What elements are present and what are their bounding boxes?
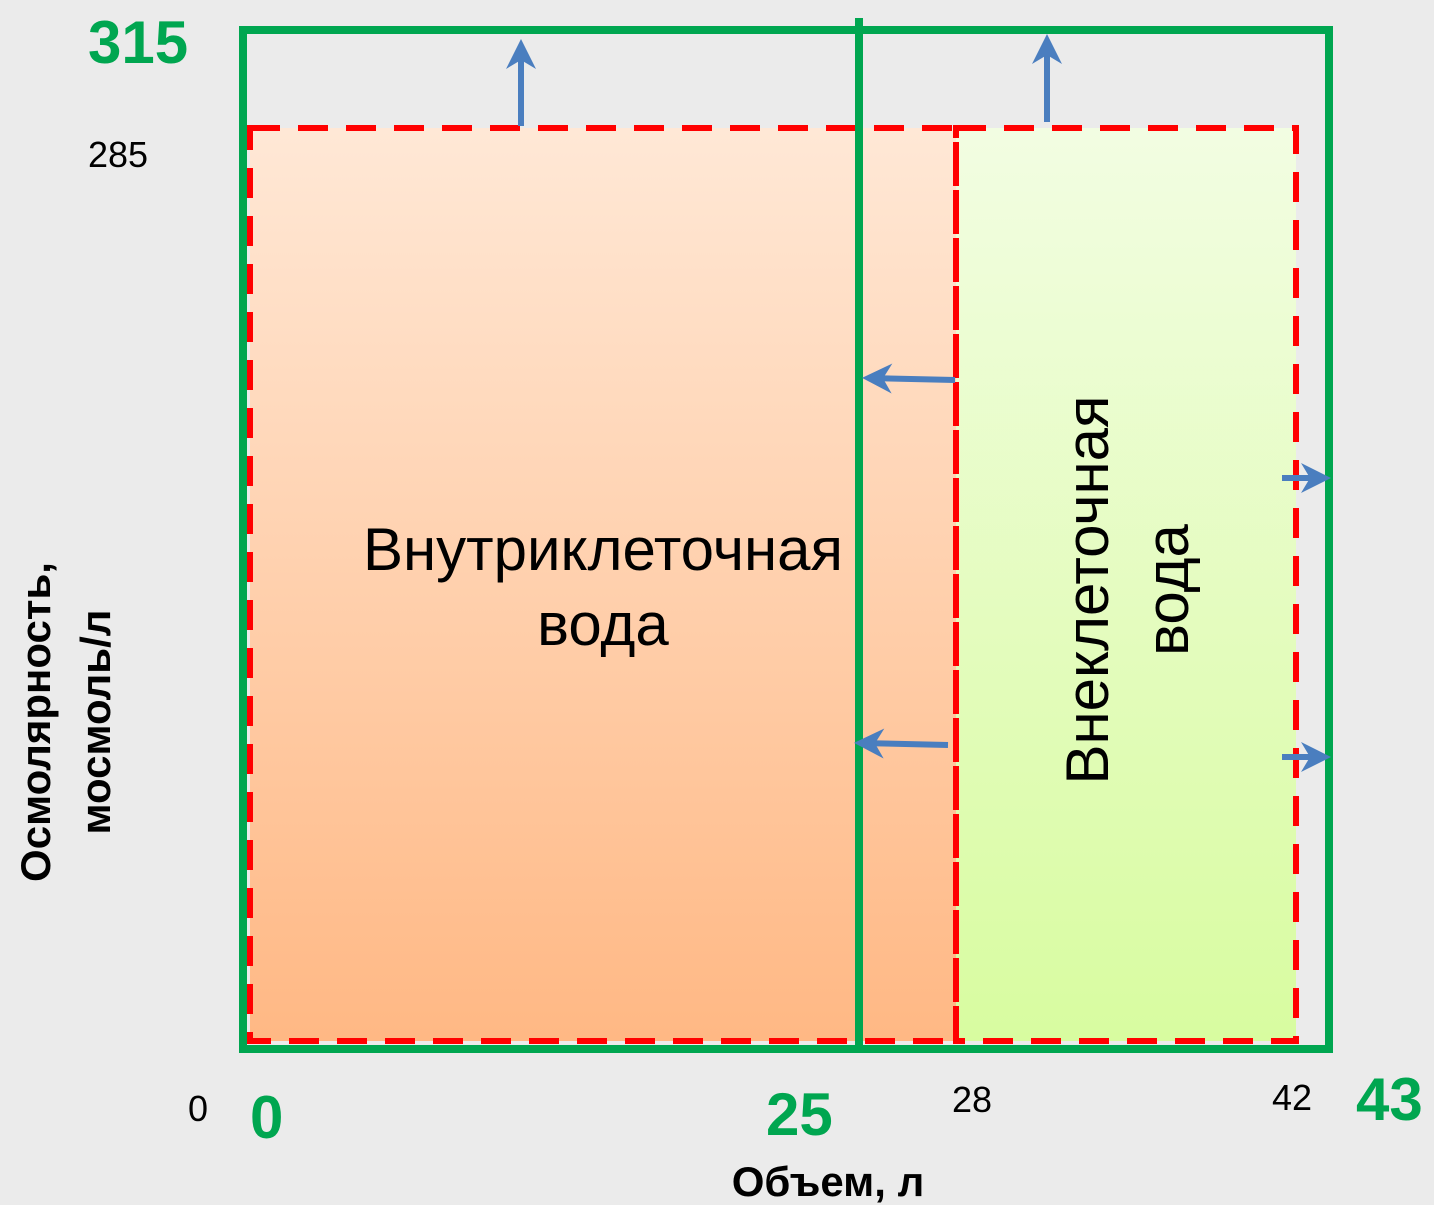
intracellular-label-line2: вода: [537, 591, 669, 658]
x-tick-new-intra: 25: [766, 1081, 833, 1148]
arrow-left-upper-icon: [862, 363, 956, 394]
x-axis-label: Объем, л: [732, 1158, 925, 1205]
y-tick-old: 285: [88, 134, 148, 175]
x-tick-new-total: 43: [1356, 1066, 1423, 1133]
y-axis-label-line2: мосмоль/л: [72, 610, 119, 835]
x-tick-old-total: 42: [1272, 1077, 1312, 1118]
extracellular-label-line1: Внеклеточная: [1054, 396, 1121, 785]
initial-extracellular-outline: [953, 125, 1299, 1044]
x-tick-new-zero: 0: [250, 1084, 283, 1151]
extracellular-label-line2: вода: [1134, 524, 1201, 656]
y-tick-origin: 0: [188, 1088, 208, 1129]
new-state-outline: [239, 26, 1333, 1053]
y-axis-label-line1: Осмолярность,: [12, 562, 59, 882]
arrow-left-lower-icon: [854, 728, 949, 759]
y-tick-new: 315: [88, 9, 188, 76]
intracellular-label-line1: Внутриклеточная: [363, 516, 843, 583]
intracellular-area: [250, 128, 956, 1041]
extracellular-area: [956, 128, 1296, 1041]
x-tick-old-intra: 28: [952, 1079, 992, 1120]
initial-intracellular-outline: [247, 125, 959, 1044]
